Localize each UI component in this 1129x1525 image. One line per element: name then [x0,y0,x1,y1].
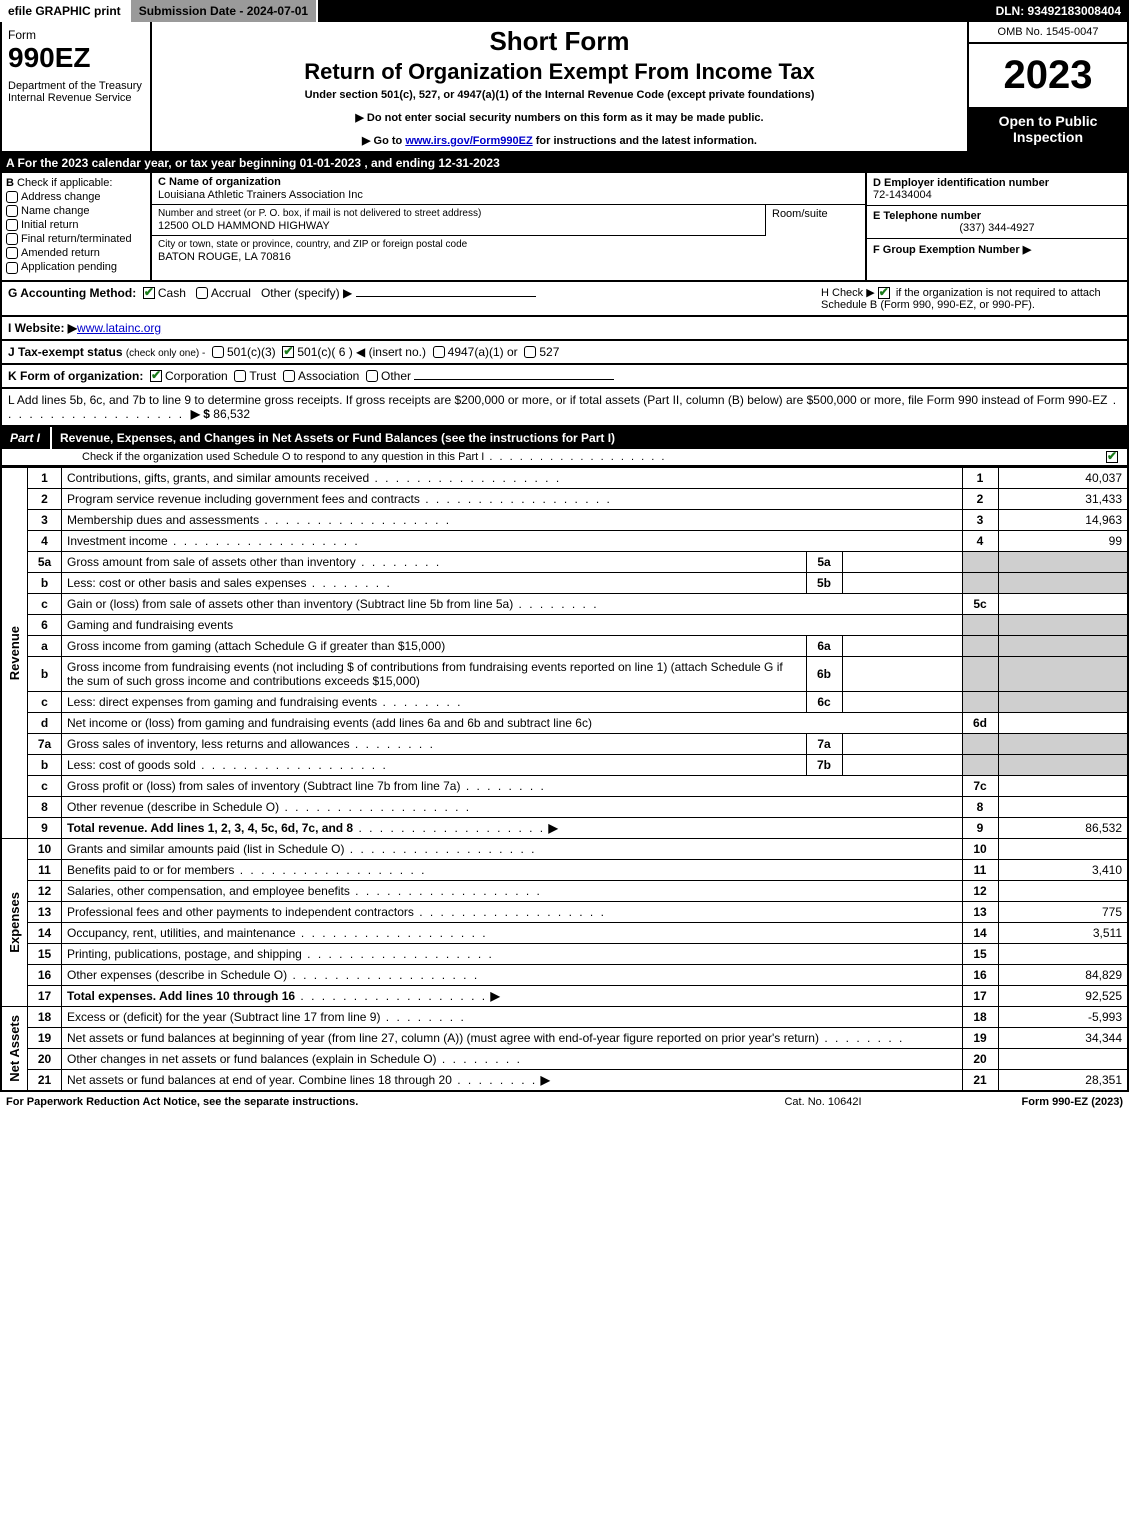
page-footer: For Paperwork Reduction Act Notice, see … [0,1092,1129,1112]
e-phone-label: E Telephone number [873,210,1121,222]
header-mid: Short Form Return of Organization Exempt… [152,22,967,151]
under-section: Under section 501(c), 527, or 4947(a)(1)… [160,89,959,101]
omb-number: OMB No. 1545-0047 [969,22,1127,44]
form-word: Form [8,28,144,42]
open-to-public: Open to Public Inspection [969,107,1127,151]
col-def: D Employer identification number 72-1434… [867,173,1127,280]
l-value: 86,532 [213,407,250,421]
footer-left: For Paperwork Reduction Act Notice, see … [6,1096,723,1108]
c-name-value: Louisiana Athletic Trainers Association … [158,189,859,201]
c-city-label: City or town, state or province, country… [158,239,859,250]
row-a-tax-year: A For the 2023 calendar year, or tax yea… [0,153,1129,173]
chk-other-org[interactable] [366,370,378,382]
header-right: OMB No. 1545-0047 2023 Open to Public In… [967,22,1127,151]
part1-sub: Check if the organization used Schedule … [0,449,1129,467]
c-addr-value: 12500 OLD HAMMOND HIGHWAY [158,220,759,232]
goto-line: ▶ Go to www.irs.gov/Form990EZ for instru… [160,134,959,147]
row-i-website: I Website: ▶www.latainc.org [0,317,1129,341]
dept: Department of the Treasury Internal Reve… [8,80,144,104]
irs-link[interactable]: www.irs.gov/Form990EZ [405,135,532,147]
chk-501c3[interactable] [212,346,224,358]
chk-527[interactable] [524,346,536,358]
row-j-tax-status: J Tax-exempt status (check only one) - 5… [0,341,1129,365]
footer-right: Form 990-EZ (2023) [923,1096,1123,1108]
chk-amended-return[interactable]: Amended return [6,247,146,259]
row-l-gross-receipts: L Add lines 5b, 6c, and 7b to line 9 to … [0,389,1129,427]
g-label: G Accounting Method: [8,286,136,300]
chk-corp[interactable] [150,370,162,382]
col-c-org-info: C Name of organization Louisiana Athleti… [152,173,867,280]
dln: DLN: 93492183008404 [988,0,1129,22]
row-gh: G Accounting Method: Cash Accrual Other … [0,282,1129,317]
section-expenses: Expenses [7,892,22,953]
chk-final-return[interactable]: Final return/terminated [6,233,146,245]
chk-h[interactable] [878,287,890,299]
c-name-label: C Name of organization [158,176,859,188]
chk-accrual[interactable] [196,287,208,299]
section-revenue: Revenue [7,626,22,680]
form-header: Form 990EZ Department of the Treasury In… [0,22,1129,153]
chk-application-pending[interactable]: Application pending [6,261,146,273]
chk-501c[interactable] [282,346,294,358]
section-net-assets: Net Assets [7,1015,22,1082]
row-k-form-org: K Form of organization: Corporation Trus… [0,365,1129,389]
chk-part1-scho[interactable] [1106,451,1118,463]
header-left: Form 990EZ Department of the Treasury In… [2,22,152,151]
tax-year: 2023 [969,44,1127,107]
c-city-value: BATON ROUGE, LA 70816 [158,251,859,263]
part1-table: Revenue 1Contributions, gifts, grants, a… [0,467,1129,1092]
chk-name-change[interactable]: Name change [6,205,146,217]
c-addr-label: Number and street (or P. O. box, if mail… [158,208,759,219]
chk-initial-return[interactable]: Initial return [6,219,146,231]
top-bar: efile GRAPHIC print Submission Date - 20… [0,0,1129,22]
chk-address-change[interactable]: Address change [6,191,146,203]
chk-trust[interactable] [234,370,246,382]
chk-cash[interactable] [143,287,155,299]
return-title: Return of Organization Exempt From Incom… [160,59,959,85]
block-bcdef: B Check if applicable: Address change Na… [0,173,1129,282]
part1-header: Part I Revenue, Expenses, and Changes in… [0,427,1129,449]
c-suite-label: Room/suite [765,205,865,236]
submission-date: Submission Date - 2024-07-01 [131,0,318,22]
col-b-checkboxes: B Check if applicable: Address change Na… [2,173,152,280]
chk-assoc[interactable] [283,370,295,382]
no-ssn-note: ▶ Do not enter social security numbers o… [160,111,959,124]
efile-label[interactable]: efile GRAPHIC print [0,0,131,22]
e-phone-value: (337) 344-4927 [873,222,1121,234]
website-link[interactable]: www.latainc.org [77,321,161,335]
f-group-label: F Group Exemption Number ▶ [873,243,1121,256]
d-ein-label: D Employer identification number [873,177,1121,189]
d-ein-value: 72-1434004 [873,189,1121,201]
footer-cat: Cat. No. 10642I [723,1096,923,1108]
short-form-title: Short Form [160,26,959,57]
chk-4947[interactable] [433,346,445,358]
form-number: 990EZ [8,42,144,74]
h-block: H Check ▶ if the organization is not req… [821,286,1121,311]
